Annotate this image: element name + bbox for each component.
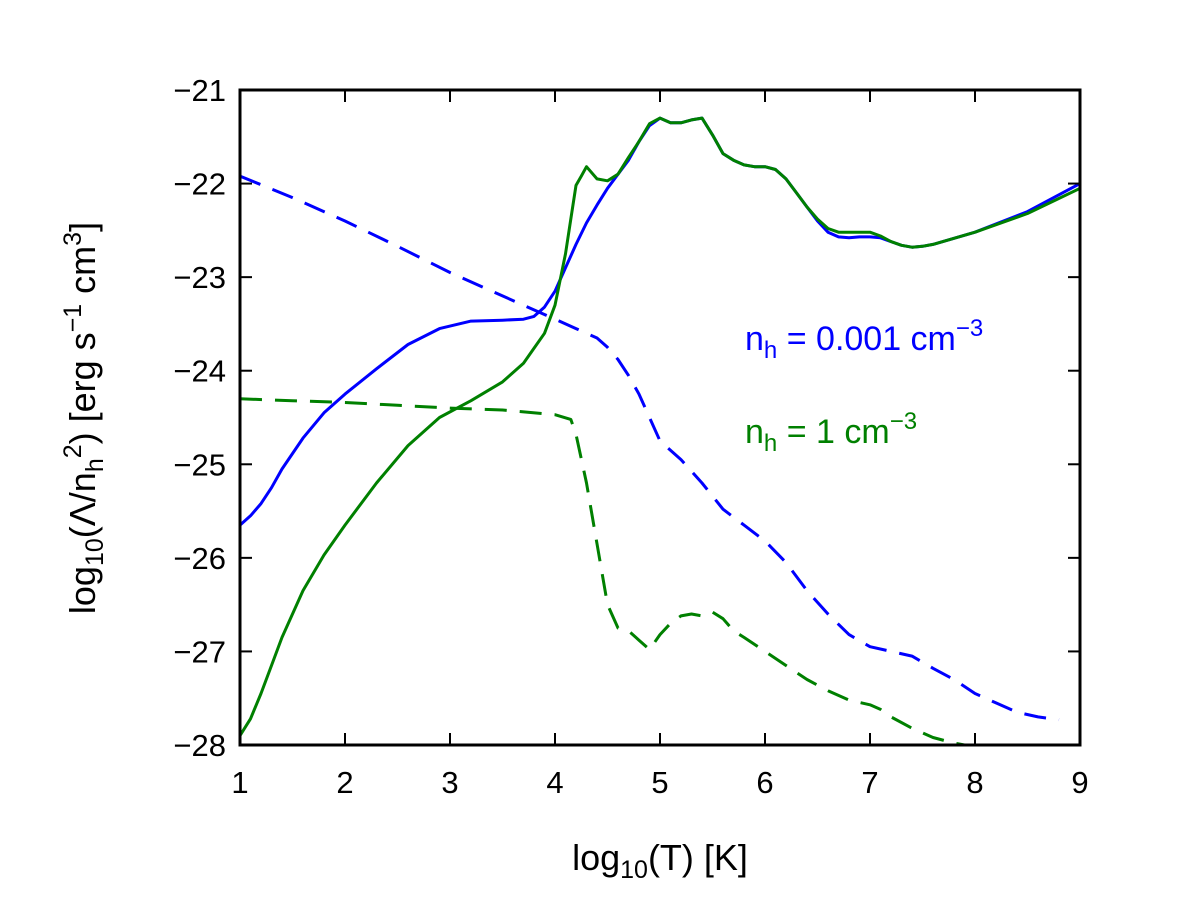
series-line-1-solid (240, 116, 1080, 737)
plot-frame (238, 88, 1082, 747)
x-tick-label: 3 (441, 765, 458, 800)
y-tick-label: −28 (173, 728, 226, 763)
x-tick-label: 1 (231, 765, 248, 800)
legend-entry-high-density: nh = 1 cm−3 (745, 408, 917, 457)
y-axis-label: log10(Λ/nh2) [erg s−1 cm3] (59, 222, 109, 614)
x-tick-label: 8 (966, 765, 983, 800)
y-tick-label: −27 (173, 634, 226, 669)
x-tick-label: 7 (861, 765, 878, 800)
legend-entry-low-density: nh = 0.001 cm−3 (745, 315, 983, 364)
ticks-layer: 1 2 3 4 5 6 7 8 9 −28 −27 −26 −25 −24 −23 −22 −21 (173, 73, 1088, 800)
x-tick-label: 4 (546, 765, 563, 800)
y-tick-label: −25 (173, 447, 226, 482)
series-line-2-dashed (240, 174, 1060, 722)
series-line-3-dashed (240, 397, 965, 745)
x-axis-label: log10(T) [K] (572, 837, 748, 884)
y-tick-label: −24 (173, 354, 226, 389)
x-tick-label: 5 (651, 765, 668, 800)
series-layer (240, 116, 1080, 745)
x-tick-label: 9 (1071, 765, 1088, 800)
y-tick-label: −22 (173, 167, 226, 202)
y-tick-label: −21 (173, 73, 226, 108)
y-tick-label: −23 (173, 260, 226, 295)
x-tick-label: 2 (336, 765, 353, 800)
x-tick-label: 6 (756, 765, 773, 800)
y-tick-label: −26 (173, 541, 226, 576)
